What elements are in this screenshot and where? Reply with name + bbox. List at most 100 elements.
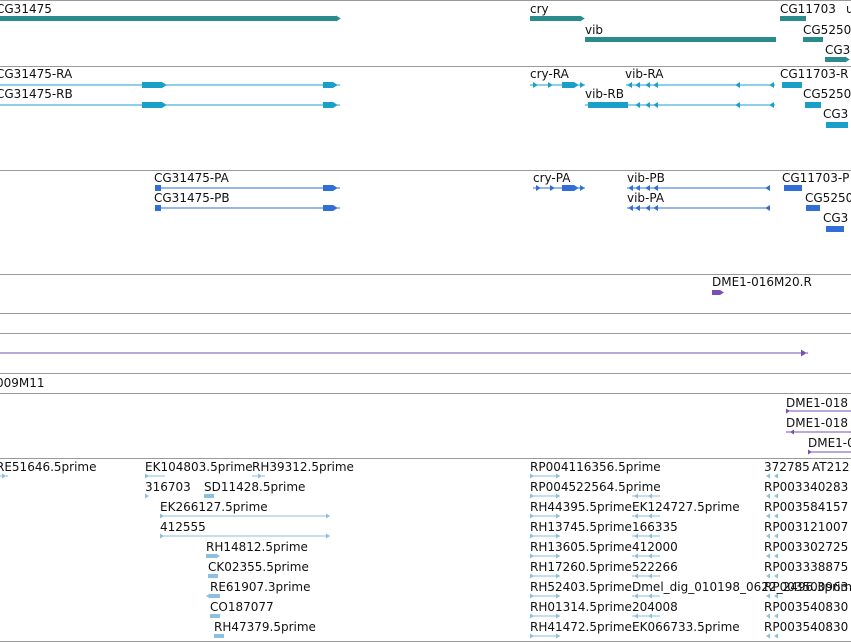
strand-arrow-icon[interactable]	[634, 493, 638, 499]
transcript-label[interactable]: vib-RB	[585, 87, 624, 101]
est-label[interactable]: 372785	[764, 460, 810, 474]
strand-arrow-icon[interactable]	[145, 473, 149, 479]
strand-arrow-icon[interactable]	[634, 593, 638, 599]
strand-arrow-icon[interactable]	[653, 102, 658, 108]
strand-arrow-icon[interactable]	[648, 493, 652, 499]
est-label[interactable]: RH13605.5prime	[530, 540, 632, 554]
strand-arrow-icon[interactable]	[735, 82, 740, 88]
est-block[interactable]	[210, 614, 220, 618]
gene-label[interactable]: CG3	[825, 43, 851, 57]
protein-label[interactable]: CG31475-PB	[154, 191, 230, 205]
strand-arrow-icon[interactable]	[574, 82, 579, 88]
est-label[interactable]: RH52403.5prime	[530, 580, 632, 594]
exon-block[interactable]	[155, 185, 161, 191]
exon-block[interactable]	[562, 82, 574, 88]
strand-arrow-icon[interactable]	[648, 513, 652, 519]
strand-arrow-icon[interactable]	[326, 533, 330, 539]
strand-arrow-icon[interactable]	[774, 553, 778, 559]
est-label[interactable]: 316703	[145, 480, 191, 494]
strand-arrow-icon[interactable]	[635, 102, 640, 108]
strand-arrow-icon[interactable]	[556, 473, 560, 479]
strand-arrow-icon[interactable]	[556, 573, 560, 579]
exon-block[interactable]	[142, 102, 162, 108]
gene-glyph[interactable]	[585, 37, 776, 42]
strand-arrow-icon[interactable]	[648, 573, 652, 579]
est-label[interactable]: CK02355.5prime	[208, 560, 309, 574]
strand-arrow-icon[interactable]	[720, 290, 724, 295]
transcript-label[interactable]: CG3	[823, 107, 849, 121]
strand-arrow-icon[interactable]	[635, 185, 640, 191]
transcript-label[interactable]: CG5250	[803, 87, 851, 101]
est-label[interactable]: RE61907.3prime	[210, 580, 311, 594]
strand-arrow-icon[interactable]	[530, 553, 534, 559]
protein-label[interactable]: vib-PB	[627, 171, 665, 185]
strand-arrow-icon[interactable]	[634, 613, 638, 619]
protein-label[interactable]: CG3	[823, 211, 849, 225]
strand-arrow-icon[interactable]	[774, 533, 778, 539]
strand-arrow-icon[interactable]	[336, 15, 341, 22]
strand-arrow-icon[interactable]	[766, 473, 770, 479]
strand-arrow-icon[interactable]	[653, 185, 658, 191]
gene-glyph[interactable]	[825, 57, 845, 62]
strand-arrow-icon[interactable]	[333, 102, 338, 108]
est-label[interactable]: RP003540830	[764, 600, 849, 614]
exon-block[interactable]	[826, 122, 848, 128]
strand-arrow-icon[interactable]	[766, 513, 770, 519]
exon-block[interactable]	[782, 82, 802, 88]
est-label[interactable]: 166335	[632, 520, 678, 534]
est-label[interactable]: RP003500963	[764, 580, 849, 594]
strand-arrow-icon[interactable]	[556, 493, 560, 499]
strand-arrow-icon[interactable]	[774, 493, 778, 499]
strand-arrow-icon[interactable]	[206, 593, 210, 599]
strand-arrow-icon[interactable]	[530, 513, 534, 519]
clone-glyph[interactable]	[712, 290, 720, 295]
strand-arrow-icon[interactable]	[160, 513, 164, 519]
exon-block[interactable]	[155, 205, 161, 211]
strand-arrow-icon[interactable]	[145, 493, 149, 499]
est-label[interactable]: RH47379.5prime	[214, 620, 316, 634]
clone-label[interactable]: DME1-0	[808, 436, 851, 450]
strand-arrow-icon[interactable]	[533, 82, 538, 88]
exon-block[interactable]	[805, 102, 821, 108]
strand-arrow-icon[interactable]	[634, 533, 638, 539]
transcript-label[interactable]: cry-RA	[530, 67, 569, 81]
transcript-label[interactable]: CG31475-RA	[0, 67, 73, 81]
gene-label[interactable]: CG5250	[803, 23, 851, 37]
strand-arrow-icon[interactable]	[530, 493, 534, 499]
exon-block[interactable]	[784, 185, 802, 191]
strand-arrow-icon[interactable]	[580, 185, 585, 191]
strand-arrow-icon[interactable]	[801, 349, 807, 357]
est-label[interactable]: 412000	[632, 540, 678, 554]
est-label[interactable]: RP003302725	[764, 540, 849, 554]
strand-arrow-icon[interactable]	[645, 205, 650, 211]
gene-label[interactable]: cry	[530, 2, 549, 16]
strand-arrow-icon[interactable]	[530, 473, 534, 479]
est-label[interactable]: RH44395.5prime	[530, 500, 632, 514]
strand-arrow-icon[interactable]	[536, 185, 541, 191]
strand-arrow-icon[interactable]	[333, 82, 338, 88]
transcript-label[interactable]: CG31475-RB	[0, 87, 73, 101]
strand-arrow-icon[interactable]	[333, 205, 338, 211]
est-label[interactable]: RP003121007	[764, 520, 849, 534]
est-label[interactable]: 204008	[632, 600, 678, 614]
est-label[interactable]: RH39312.5prime	[252, 460, 354, 474]
exon-block[interactable]	[588, 102, 628, 108]
strand-arrow-icon[interactable]	[258, 473, 262, 479]
strand-arrow-icon[interactable]	[634, 573, 638, 579]
strand-arrow-icon[interactable]	[648, 613, 652, 619]
est-label[interactable]: RH13745.5prime	[530, 520, 632, 534]
clone-label[interactable]: 009M11	[0, 376, 45, 390]
est-label[interactable]: EK104803.5prime	[145, 460, 253, 474]
strand-arrow-icon[interactable]	[648, 593, 652, 599]
strand-arrow-icon[interactable]	[634, 553, 638, 559]
est-block[interactable]	[204, 494, 214, 498]
strand-arrow-icon[interactable]	[216, 553, 220, 559]
strand-arrow-icon[interactable]	[645, 185, 650, 191]
gene-label[interactable]: vib	[585, 23, 604, 37]
strand-arrow-icon[interactable]	[556, 553, 560, 559]
est-label[interactable]: RP004522564.5prime	[530, 480, 661, 494]
est-block[interactable]	[206, 554, 216, 558]
strand-arrow-icon[interactable]	[574, 185, 579, 191]
strand-arrow-icon[interactable]	[160, 533, 164, 539]
gene-glyph[interactable]	[0, 16, 336, 21]
